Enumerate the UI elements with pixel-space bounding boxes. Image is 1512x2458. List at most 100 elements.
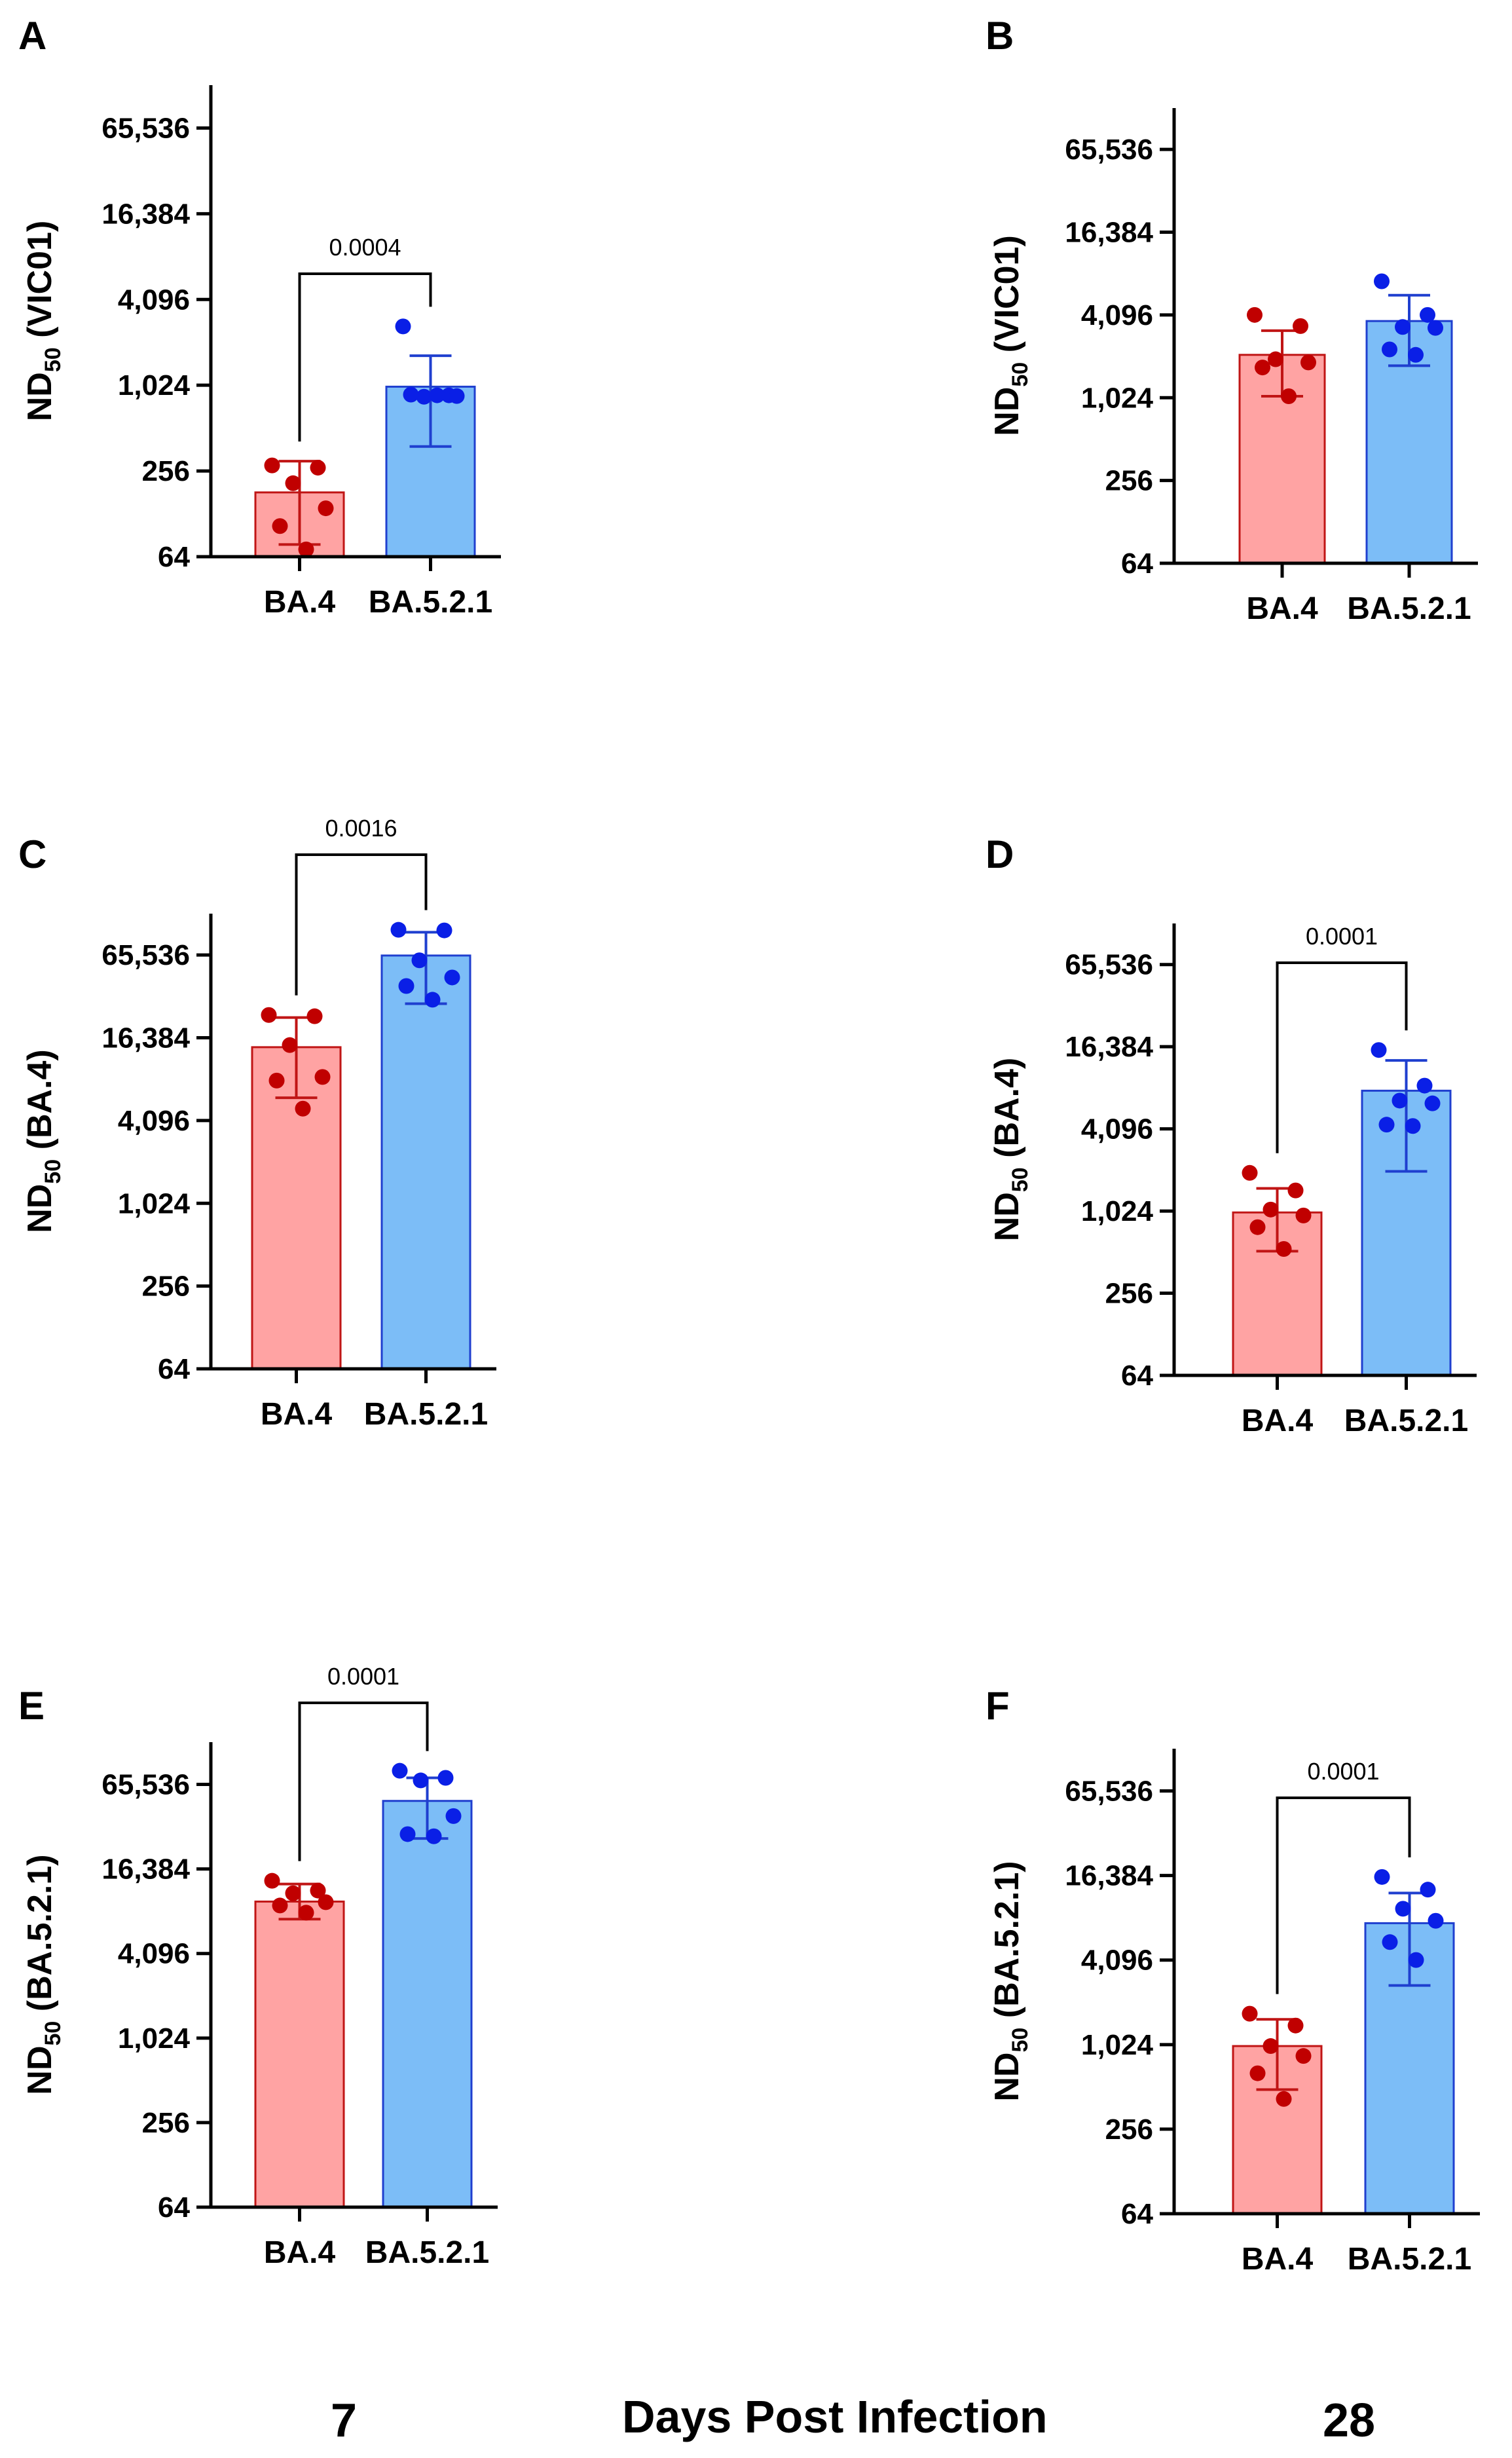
data-point [1395, 1901, 1411, 1917]
panel-f: F 64 256 1,024 4,096 16,384 65,536 ND50 (BA.5.2… [986, 1684, 1480, 2277]
data-point [390, 922, 407, 938]
significance-bracket [298, 1702, 429, 1861]
y-tick-label: 64 [158, 541, 190, 573]
data-point [298, 1905, 314, 1921]
significance-bracket [298, 272, 432, 442]
y-axis-title: ND50 (BA.4) [21, 1049, 65, 1233]
x-category-label: BA.5.2.1 [365, 2235, 489, 2270]
data-point [1242, 1164, 1258, 1181]
y-tick-label: 256 [1105, 465, 1153, 497]
data-point [1263, 1201, 1279, 1218]
data-point [1247, 307, 1263, 323]
data-point [1420, 1882, 1436, 1898]
data-point [261, 1007, 277, 1023]
data-point [310, 460, 326, 476]
data-point [1281, 388, 1297, 404]
panel-letter: D [986, 832, 1014, 876]
data-point [426, 1828, 442, 1844]
bar-ba521 [380, 954, 471, 1370]
data-point [403, 386, 419, 403]
y-tick-label: 1,024 [1081, 382, 1154, 414]
data-point [264, 1872, 280, 1889]
data-point [1287, 2017, 1304, 2034]
p-value-label: 0.0001 [1306, 923, 1378, 950]
data-point [318, 500, 334, 517]
data-point [1424, 1095, 1441, 1111]
x-category-label: BA.4 [264, 2235, 336, 2270]
panel-b: B 64 256 1,024 4,096 16,384 65,536 ND50 (VIC01)… [986, 14, 1478, 626]
data-point [429, 387, 445, 403]
x-category-label: BA.4 [264, 585, 336, 620]
data-point [449, 388, 465, 404]
data-point [1382, 341, 1397, 358]
data-point [1263, 2038, 1279, 2055]
data-point [314, 1069, 331, 1085]
y-tick-label: 65,536 [101, 939, 190, 971]
data-point [1249, 1219, 1266, 1235]
y-axis-title: ND50 (BA.4) [988, 1058, 1033, 1242]
panel-d: D 64 256 1,024 4,096 16,384 65,536 ND50 (BA.4) B… [986, 832, 1477, 1438]
y-axis-title-main: ND [21, 2046, 59, 2095]
x-category-label: BA.4 [1242, 1404, 1314, 1438]
panel-letter: B [986, 14, 1014, 58]
p-value-label: 0.0001 [1307, 1758, 1379, 1785]
y-tick-label: 1,024 [1081, 1195, 1154, 1227]
data-point [1420, 307, 1435, 323]
data-point [1293, 318, 1308, 334]
y-tick-label: 16,384 [1065, 1031, 1153, 1063]
y-axis-title-subscript: 50 [1008, 2028, 1033, 2053]
y-axis-title-subscript: 50 [41, 347, 65, 372]
y-tick-label: 64 [158, 1353, 190, 1385]
data-point [399, 1826, 416, 1842]
data-point [298, 541, 314, 557]
data-point [1295, 1207, 1312, 1223]
data-point [1268, 351, 1283, 367]
x-category-label: BA.5.2.1 [1347, 591, 1471, 626]
bar-ba521 [382, 1800, 473, 2208]
y-tick-label: 65,536 [1065, 1776, 1153, 1808]
data-point [1287, 1182, 1304, 1199]
y-axis-title-suffix: (VIC01) [988, 235, 1026, 362]
data-point [1276, 2091, 1292, 2107]
data-point [411, 952, 428, 969]
y-tick-label: 256 [1105, 1278, 1153, 1310]
y-tick-label: 4,096 [118, 284, 190, 316]
panel-letter: F [986, 1684, 1010, 1728]
y-axis-title-suffix: (BA.5.2.1) [21, 1854, 59, 2020]
x-category-label: BA.4 [1246, 591, 1318, 626]
y-tick-label: 65,536 [101, 1769, 190, 1801]
data-point [424, 992, 441, 1008]
data-point [1378, 1117, 1395, 1133]
y-tick-label: 256 [142, 2107, 190, 2139]
data-point [1416, 1077, 1433, 1094]
y-tick-label: 16,384 [1065, 217, 1153, 249]
data-point [1255, 360, 1270, 376]
data-point [282, 1037, 298, 1053]
panel-c: C 64 256 1,024 4,096 16,384 65,536 ND50 (BA.4) B… [18, 815, 496, 1432]
days-post-infection-title: Days Post Infection [622, 2391, 1048, 2442]
y-tick-label: 4,096 [1081, 299, 1153, 331]
y-tick-label: 65,536 [1065, 949, 1153, 981]
data-point [268, 1072, 285, 1089]
p-value-label: 0.0004 [329, 234, 401, 261]
p-value-label: 0.0016 [325, 815, 397, 842]
y-tick-label: 16,384 [1065, 1860, 1153, 1892]
significance-bracket [1276, 961, 1408, 1153]
y-tick-label: 65,536 [1065, 134, 1153, 166]
y-tick-label: 65,536 [101, 112, 190, 144]
y-axis-title-suffix: (BA.5.2.1) [988, 1861, 1026, 2027]
data-point [444, 969, 460, 986]
data-point [272, 518, 288, 534]
data-point [1249, 2065, 1266, 2081]
panel-letter: A [18, 14, 46, 58]
y-axis-title-subscript: 50 [1008, 362, 1033, 387]
y-tick-label: 64 [1121, 2198, 1153, 2230]
y-tick-label: 4,096 [118, 1105, 190, 1137]
bar-ba4 [251, 1046, 342, 1370]
y-tick-label: 64 [158, 2191, 190, 2224]
data-point [1295, 2048, 1312, 2064]
data-point [1371, 1042, 1387, 1058]
data-point [264, 457, 280, 474]
x-category-label: BA.5.2.1 [369, 585, 492, 620]
